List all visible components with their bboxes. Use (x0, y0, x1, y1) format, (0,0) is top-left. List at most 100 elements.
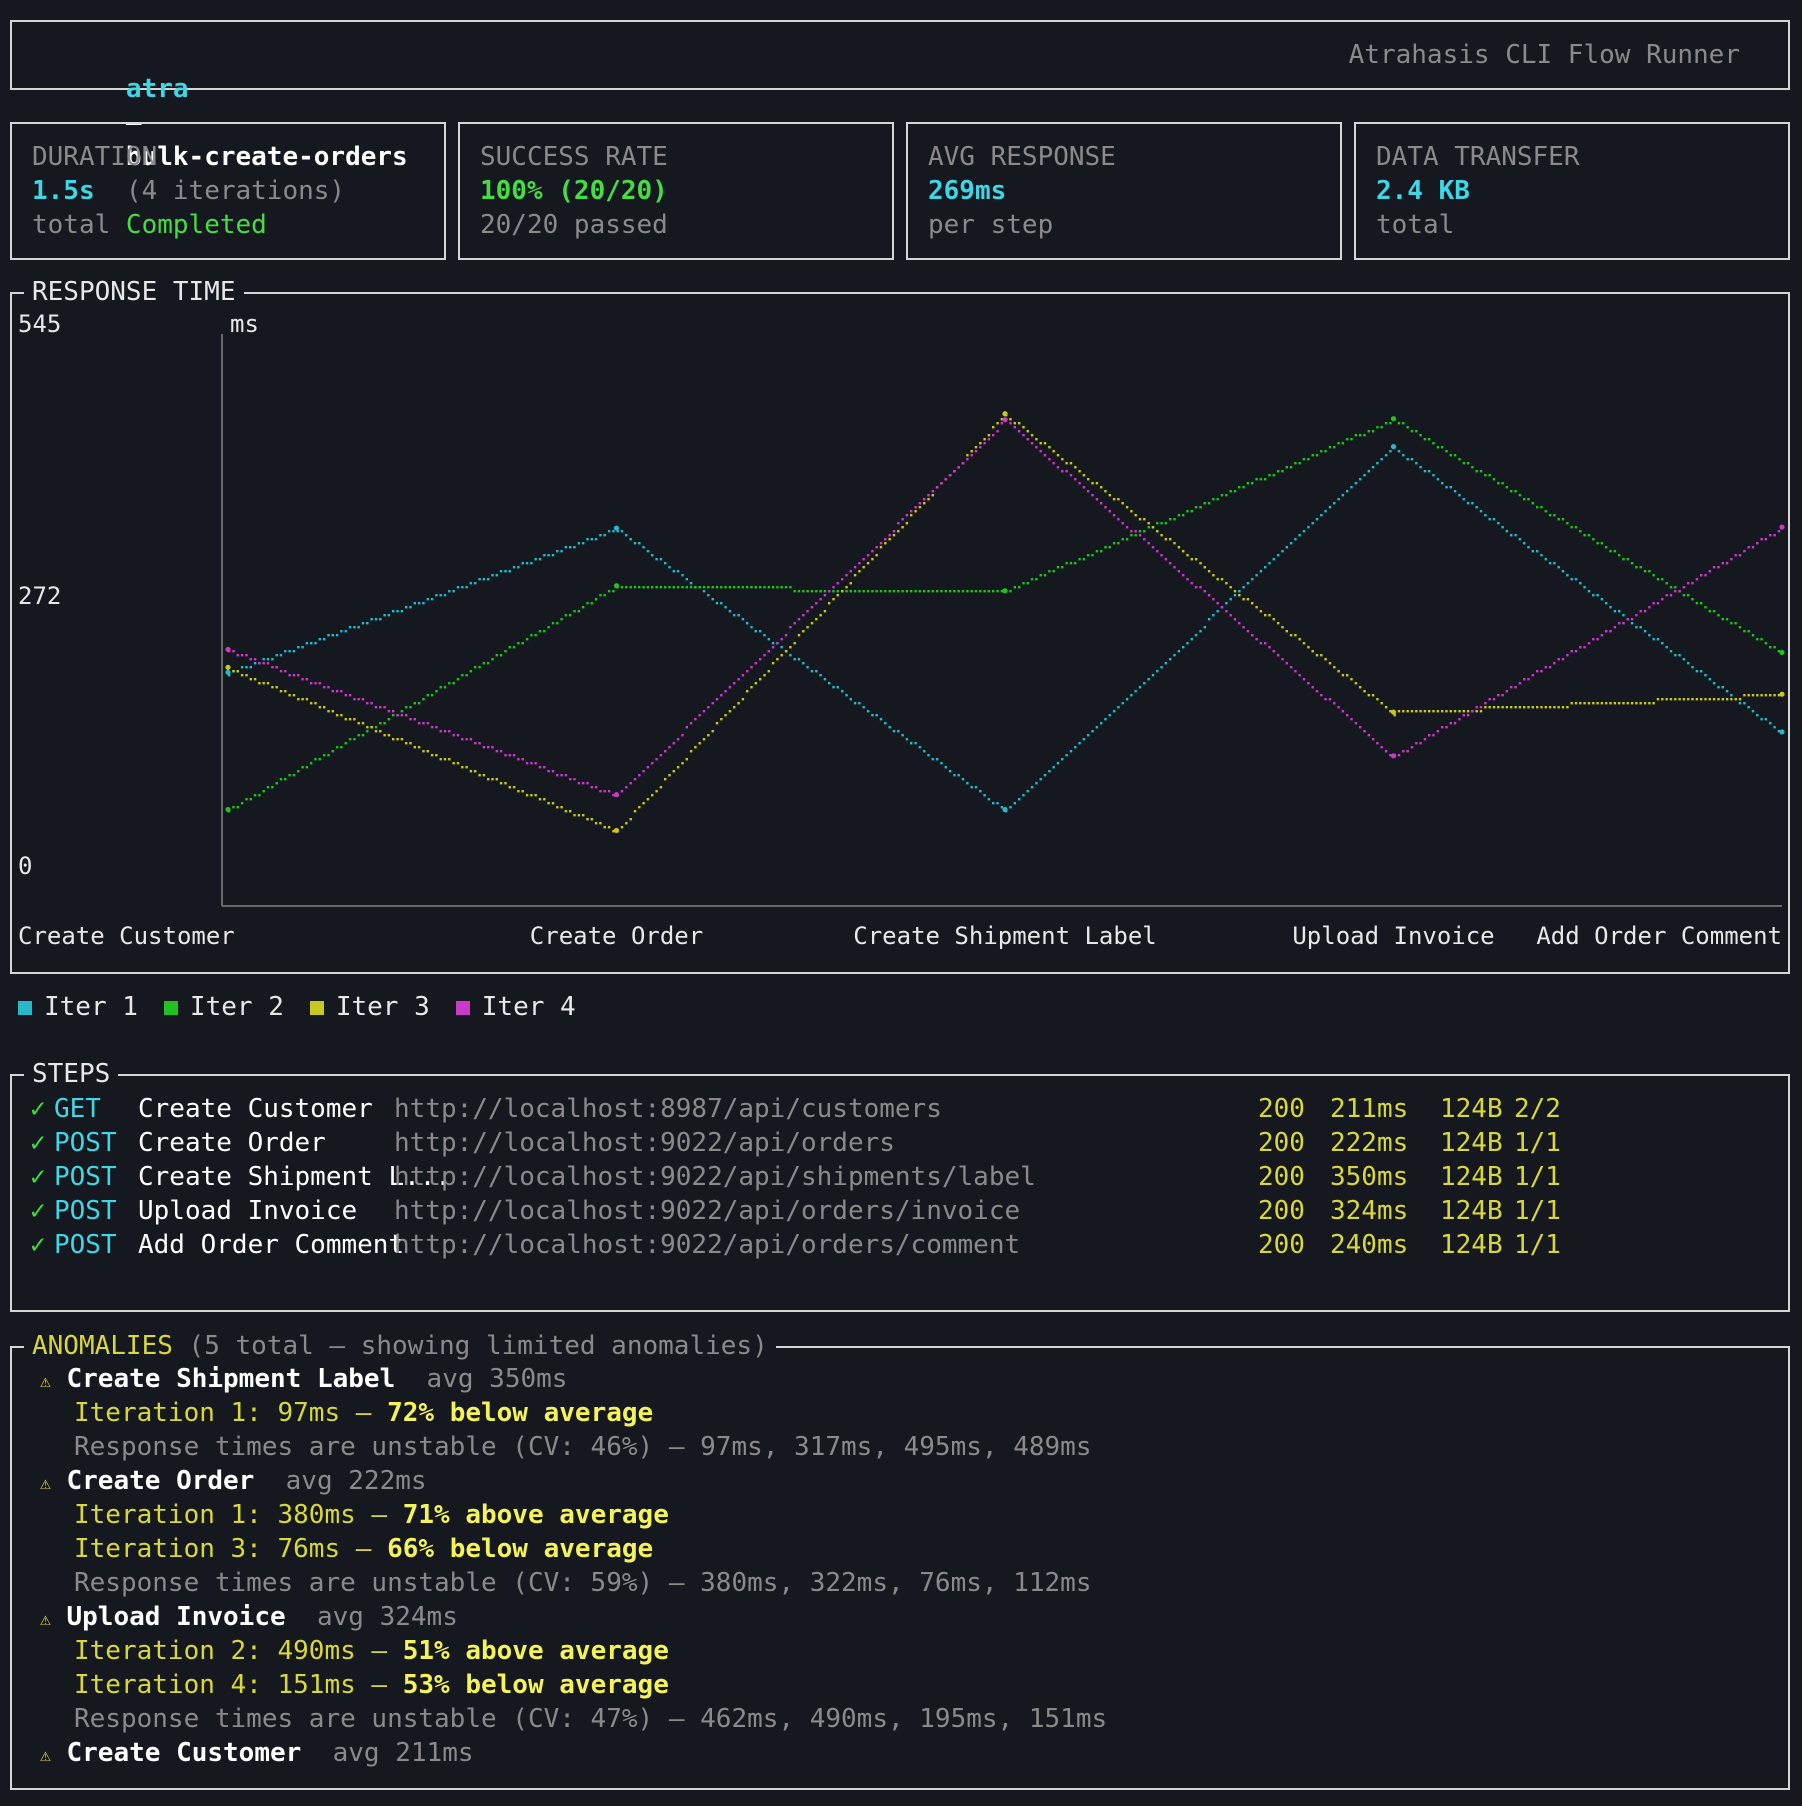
y-unit-label: ms (230, 310, 259, 338)
legend-label: Iter 4 (481, 992, 576, 1022)
step-method: POST (54, 1128, 117, 1158)
response-time-chart: ms 545 272 0 Create Customer Create Order Crea… (18, 310, 1785, 950)
runner-title: Atrahasis CLI Flow Runner (1348, 40, 1740, 70)
step-size: 124B (1440, 1094, 1503, 1124)
data-point (1002, 411, 1008, 417)
steps-panel: STEPS ✓ GET Create Customer http://localhos… (10, 1057, 1790, 1312)
flow-title: atra — bulk-create-orders (4 iterations)… (32, 38, 408, 276)
data-point (225, 669, 231, 675)
steps-title: STEPS (24, 1057, 119, 1091)
data-point (1390, 753, 1397, 759)
anomalies-subtitle: (5 total — showing limited anomalies) (188, 1331, 768, 1361)
data-point (1002, 417, 1008, 423)
stat-value: 2.4 KB (1376, 176, 1470, 206)
legend-swatch (455, 1000, 470, 1015)
step-status: 200 (1258, 1162, 1305, 1192)
response-time-panel: RESPONSE TIME ms 545 272 0 Create Customer Cr… (10, 275, 1790, 974)
step-url: http://localhost:9022/api/orders (394, 1128, 895, 1158)
legend-label: Iter 3 (335, 992, 430, 1022)
x-category-label: Add Order Comment (1536, 922, 1782, 950)
series-line-1 (225, 443, 1785, 813)
anomaly-deviation: 71% above average (402, 1500, 669, 1530)
step-status: 200 (1258, 1128, 1305, 1158)
stat-value: 100% (20/20) (480, 176, 668, 206)
step-row[interactable]: ✓ POST Create Order http://localhost:9022/a… (30, 1126, 1770, 1160)
y-tick-label: 0 (18, 852, 32, 880)
series-line-2 (225, 416, 1785, 813)
step-time: 350ms (1330, 1162, 1409, 1192)
stat-sub: total (32, 210, 111, 240)
anomaly-deviation: 51% above average (402, 1636, 669, 1666)
series-line-3 (225, 411, 1785, 834)
anomaly-detail: Iteration 2: 490ms — (74, 1636, 403, 1666)
step-size: 124B (1440, 1128, 1503, 1158)
anomaly-group-header: ⚠ Create Order avg 222ms (40, 1464, 427, 1501)
anomaly-group-header: ⚠ Upload Invoice avg 324ms (40, 1600, 458, 1637)
stat-value: 269ms (928, 176, 1007, 206)
data-point (1390, 709, 1397, 715)
anomaly-item: Iteration 4: 151ms — 53% below average (74, 1668, 669, 1702)
step-name: Upload Invoice (138, 1196, 358, 1226)
anomaly-item: Iteration 1: 97ms — 72% below average (74, 1396, 653, 1430)
anomaly-avg: avg 350ms (426, 1364, 568, 1394)
step-count: 1/1 (1514, 1230, 1561, 1260)
anomaly-item: Iteration 1: 380ms — 71% above average (74, 1498, 669, 1532)
step-size: 124B (1440, 1162, 1503, 1192)
legend-label: Iter 2 (189, 992, 284, 1022)
step-row[interactable]: ✓ GET Create Customer http://localhost:8987… (30, 1092, 1770, 1126)
stat-card: SUCCESS RATE 100% (20/20) 20/20 passed (458, 122, 894, 260)
stat-value: 1.5s (32, 176, 95, 206)
data-point (613, 792, 620, 798)
step-status: 200 (1258, 1196, 1305, 1226)
step-count: 1/1 (1514, 1162, 1561, 1192)
data-point (1390, 443, 1397, 450)
response-time-title: RESPONSE TIME (24, 275, 244, 309)
step-row[interactable]: ✓ POST Upload Invoice http://localhost:9022… (30, 1194, 1770, 1228)
x-category-label: Create Customer (18, 922, 235, 950)
anomaly-step-name: Create Order (66, 1466, 255, 1496)
data-point (225, 664, 231, 670)
x-category-label: Create Order (530, 922, 703, 950)
step-time: 324ms (1330, 1196, 1409, 1226)
legend-swatch (309, 1000, 324, 1015)
step-name: Add Order Comment (138, 1230, 405, 1260)
check-icon: ✓ (30, 1196, 46, 1226)
anomaly-detail: Iteration 4: 151ms — (74, 1670, 403, 1700)
anomaly-deviation: 66% below average (387, 1534, 654, 1564)
data-point (1390, 416, 1397, 422)
stat-label: SUCCESS RATE (480, 142, 668, 172)
step-url: http://localhost:9022/api/orders/comment (394, 1230, 1021, 1260)
step-url: http://localhost:9022/api/shipments/labe… (394, 1162, 1036, 1192)
stat-card: AVG RESPONSE 269ms per step (906, 122, 1342, 260)
legend-swatch (163, 1000, 178, 1015)
step-time: 222ms (1330, 1128, 1409, 1158)
data-point (1779, 691, 1785, 697)
data-point (1002, 588, 1008, 594)
anomaly-step-name: Upload Invoice (66, 1602, 286, 1632)
step-row[interactable]: ✓ POST Add Order Comment http://localhost:9… (30, 1228, 1770, 1262)
header-bar: atra — bulk-create-orders (4 iterations)… (10, 20, 1790, 240)
step-time: 211ms (1330, 1094, 1409, 1124)
step-method: POST (54, 1162, 117, 1192)
legend-item: Iter 2 (163, 992, 284, 1022)
anomaly-note: Response times are unstable (CV: 59%) — … (74, 1568, 1092, 1598)
iteration-count: (4 iterations) (125, 176, 346, 206)
step-method: POST (54, 1196, 117, 1226)
anomaly-avg: avg 324ms (316, 1602, 458, 1632)
step-time: 240ms (1330, 1230, 1409, 1260)
y-tick-label: 545 (18, 310, 61, 338)
stat-card: DATA TRANSFER 2.4 KB total (1354, 122, 1790, 260)
data-point (1779, 729, 1785, 735)
legend-item: Iter 1 (18, 992, 138, 1022)
warning-icon: ⚠ (40, 1371, 51, 1392)
step-name: Create Shipment L... (138, 1162, 452, 1192)
chart-legend: Iter 1 Iter 2 Iter 3 Iter 4 (18, 990, 602, 1024)
anomaly-deviation: 72% below average (387, 1398, 654, 1428)
warning-icon: ⚠ (40, 1745, 51, 1766)
step-row[interactable]: ✓ POST Create Shipment L... http://localhos… (30, 1160, 1770, 1194)
data-point (1779, 649, 1785, 656)
anomaly-detail: Iteration 3: 76ms — (74, 1534, 388, 1564)
step-name: Create Order (138, 1128, 326, 1158)
step-method: POST (54, 1230, 117, 1260)
anomaly-item: Iteration 2: 490ms — 51% above average (74, 1634, 669, 1668)
